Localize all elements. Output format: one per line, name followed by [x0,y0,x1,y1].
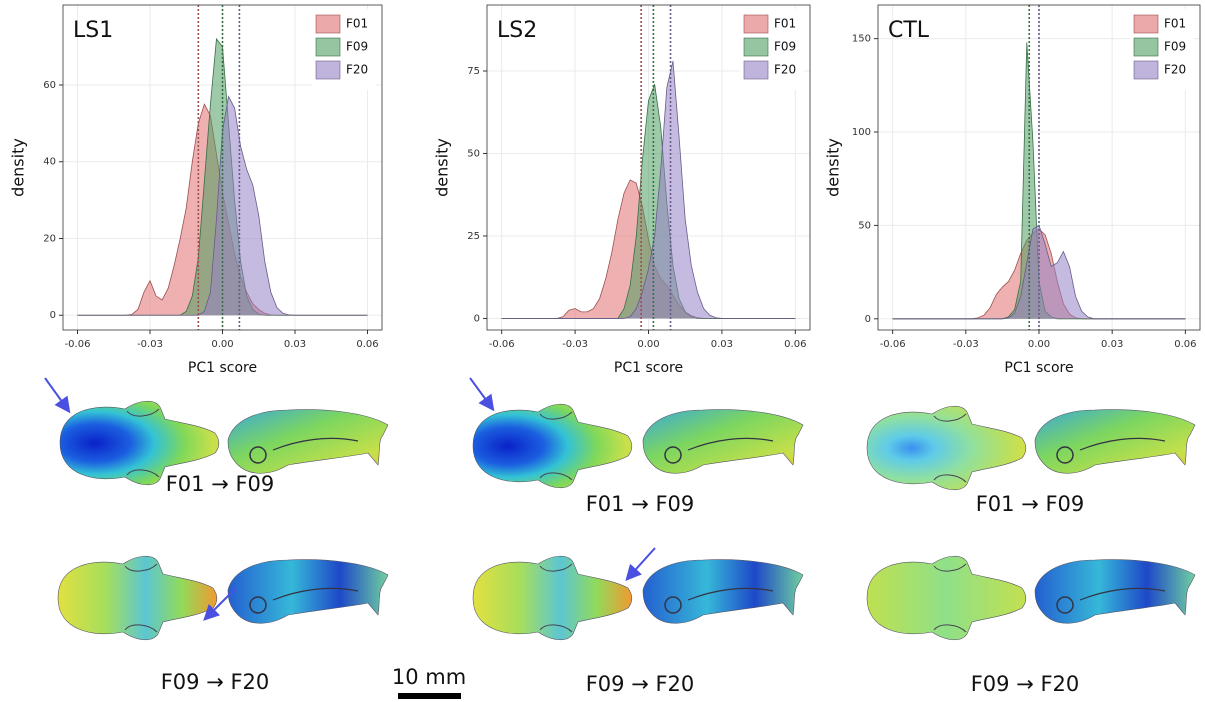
plot-frame [877,4,1201,331]
y-tick-label: 0 [474,313,480,324]
x-tick-label: 0.00 [637,339,659,350]
x-tick-label: -0.03 [137,339,163,350]
x-tick-label: -0.06 [489,339,515,350]
arrow [44,377,71,414]
y-tick-label: 25 [467,231,480,242]
x-tick-label: -0.03 [562,339,588,350]
legend-swatch [743,37,769,57]
transition-label: F09 → F20 [586,672,695,696]
legend-label: F20 [1164,63,1186,77]
transition-label: F09 → F20 [971,672,1080,696]
legend-swatch [315,37,341,57]
skull-side [227,408,389,475]
y-tick-label: 60 [43,80,56,91]
legend-label: F09 [1164,40,1186,54]
legend-label: F20 [346,63,368,77]
skull-side [1034,558,1196,625]
arrow [625,547,656,581]
x-tick-label: 0.03 [1101,339,1123,350]
legend-swatch [1133,60,1159,80]
x-tick-label: -0.06 [65,339,91,350]
skull-side [227,558,389,625]
chart: 0 25 50 75 -0.06 -0.03 0.00 0.03 0.06 LS2 PC1 scor… [433,4,811,376]
y-tick-label: 40 [43,157,56,168]
chart-title: LS2 [497,18,537,43]
plot-frame [62,4,383,331]
legend-swatch [1133,37,1159,57]
x-axis-label: PC1 score [188,360,257,376]
x-tick-label: 0.06 [356,339,378,350]
skull-side [642,558,804,625]
x-axis-label: PC1 score [614,360,683,376]
density-area [892,225,1186,319]
x-tick-label: 0.03 [284,339,306,350]
skull-top [866,555,1027,641]
skull-top [472,555,633,641]
transition-label: F01 → F09 [976,492,1085,516]
skull-side [642,408,804,475]
y-tick-label: 0 [50,310,56,321]
legend-swatch [743,14,769,34]
arrows [44,377,656,621]
legend-label: F09 [346,40,368,54]
y-tick-label: 150 [852,34,871,45]
plot-frame [486,4,811,331]
scale-bar-label: 10 mm [392,665,466,689]
legend-swatch [743,60,769,80]
y-tick-label: 50 [858,220,871,231]
legend-label: F01 [774,17,796,31]
chart-title: CTL [888,18,930,43]
chart-title: LS1 [73,18,113,43]
y-tick-label: 100 [852,127,871,138]
density-line [501,60,796,319]
x-tick-label: -0.03 [953,339,979,350]
density-area [501,84,796,319]
chart: 0 20 40 60 -0.06 -0.03 0.00 0.03 0.06 LS1 PC1 scor… [9,4,383,376]
x-tick-label: -0.06 [880,339,906,350]
scale-bar [398,693,461,699]
x-tick-label: 0.06 [1174,339,1196,350]
legend-swatch [1133,14,1159,34]
transition-label: F01 → F09 [586,492,695,516]
chart: 0 50 100 150 -0.06 -0.03 0.00 0.03 0.06 CTL PC1 sc… [824,4,1201,376]
legend-label: F01 [1164,17,1186,31]
y-tick-label: 75 [467,66,480,77]
y-axis-label: density [433,138,452,197]
x-axis-label: PC1 score [1004,360,1073,376]
transition-label: F09 → F20 [161,670,270,694]
y-tick-label: 0 [865,314,871,325]
skulls [57,400,1196,641]
legend-label: F20 [774,63,796,77]
x-tick-label: 0.00 [1028,339,1050,350]
arrow [469,377,495,412]
x-tick-label: 0.06 [784,339,806,350]
legend-swatch [315,14,341,34]
legend-swatch [315,60,341,80]
legend-label: F09 [774,40,796,54]
transition-label: F01 → F09 [166,472,275,496]
arrow [203,587,237,621]
legend-label: F01 [346,17,368,31]
density-line [77,95,368,316]
y-axis-label: density [9,138,28,197]
y-tick-label: 20 [43,233,56,244]
y-tick-label: 50 [467,148,480,159]
skull-top [866,405,1027,491]
x-tick-label: 0.03 [711,339,733,350]
density-line [892,224,1186,320]
x-tick-label: 0.00 [211,339,233,350]
y-axis-label: density [824,138,843,197]
skull-top [57,555,218,641]
skull-top [472,403,633,489]
skull-side [1034,408,1196,475]
